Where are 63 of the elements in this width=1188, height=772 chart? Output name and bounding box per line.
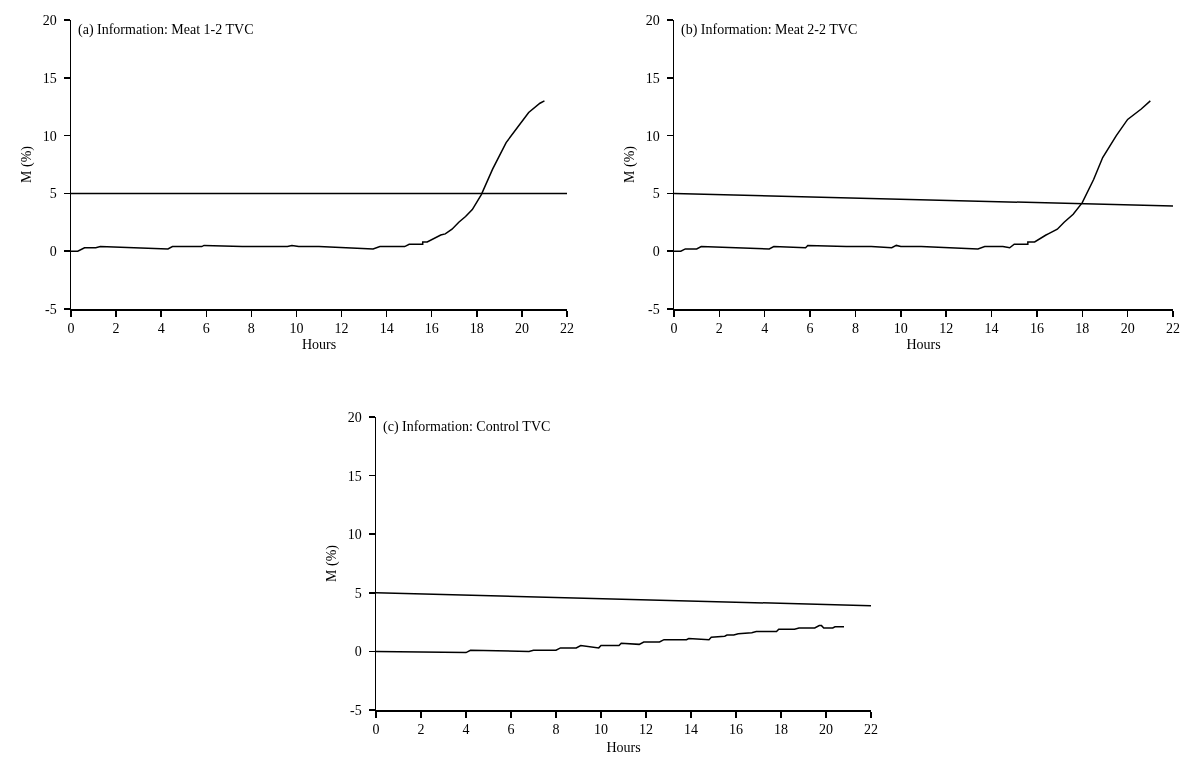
x-tick-label: 4 <box>462 722 470 738</box>
x-tick-label: 14 <box>684 722 698 738</box>
x-tick-label: 12 <box>939 321 954 337</box>
y-tick-label: 10 <box>347 527 362 543</box>
y-tick-label: -5 <box>350 702 362 718</box>
y-tick-label: 5 <box>354 585 362 601</box>
x-tick-label: 0 <box>670 321 678 337</box>
y-tick-label: 15 <box>645 70 660 86</box>
x-tick-label: 8 <box>851 321 859 337</box>
y-tick-label: 5 <box>652 186 660 202</box>
chart-title: (a) Information: Meat 1-2 TVC <box>78 22 254 38</box>
y-tick-label: 15 <box>347 468 362 484</box>
x-tick-label: 0 <box>67 321 75 337</box>
x-axis-title: Hours <box>606 740 641 756</box>
y-tick-label: -5 <box>45 301 57 317</box>
x-tick-label: 2 <box>715 321 723 337</box>
chart-title: (b) Information: Meat 2-2 TVC <box>681 22 858 38</box>
y-tick-label: 20 <box>347 409 362 425</box>
x-tick-label: 10 <box>594 722 608 738</box>
y-tick-label: 10 <box>645 128 660 144</box>
x-tick-label: 14 <box>379 321 394 337</box>
x-tick-label: 22 <box>560 321 574 337</box>
y-tick-label: 0 <box>49 244 57 260</box>
x-axis-title: Hours <box>301 337 337 352</box>
x-tick-label: 4 <box>157 321 165 337</box>
x-tick-label: 0 <box>372 722 380 738</box>
x-tick-label: 6 <box>806 321 814 337</box>
y-axis-title: M (%) <box>323 544 340 582</box>
x-tick-label: 14 <box>984 321 999 337</box>
y-tick-label: 20 <box>645 12 660 28</box>
x-tick-label: 20 <box>514 321 529 337</box>
y-axis-title: M (%) <box>621 145 638 183</box>
x-tick-label: 8 <box>247 321 255 337</box>
x-tick-label: 16 <box>424 321 439 337</box>
x-tick-label: 16 <box>729 722 743 738</box>
y-tick-label: -5 <box>648 301 660 317</box>
x-tick-label: 10 <box>893 321 908 337</box>
x-tick-label: 16 <box>1029 321 1044 337</box>
x-tick-label: 12 <box>334 321 349 337</box>
x-tick-label: 12 <box>639 722 653 738</box>
y-tick-label: 15 <box>42 70 57 86</box>
x-tick-label: 4 <box>761 321 769 337</box>
y-tick-label: 0 <box>354 644 362 660</box>
y-tick-label: 0 <box>652 244 660 260</box>
y-tick-label: 20 <box>42 12 57 28</box>
x-tick-label: 18 <box>1075 321 1090 337</box>
x-tick-label: 8 <box>552 722 560 738</box>
x-tick-label: 22 <box>1166 321 1180 337</box>
x-tick-label: 20 <box>819 722 833 738</box>
x-tick-label: 22 <box>864 722 878 738</box>
x-tick-label: 20 <box>1120 321 1135 337</box>
x-tick-label: 2 <box>112 321 120 337</box>
x-axis-title: Hours <box>906 337 941 352</box>
x-tick-label: 6 <box>507 722 515 738</box>
chart-title: (c) Information: Control TVC <box>383 419 551 435</box>
x-tick-label: 18 <box>774 722 788 738</box>
y-tick-label: 5 <box>49 186 57 202</box>
x-tick-label: 2 <box>417 722 425 738</box>
x-tick-label: 6 <box>202 321 210 337</box>
y-tick-label: 10 <box>42 128 57 144</box>
x-tick-label: 18 <box>469 321 484 337</box>
x-tick-label: 10 <box>289 321 304 337</box>
y-axis-title: M (%) <box>18 145 35 183</box>
